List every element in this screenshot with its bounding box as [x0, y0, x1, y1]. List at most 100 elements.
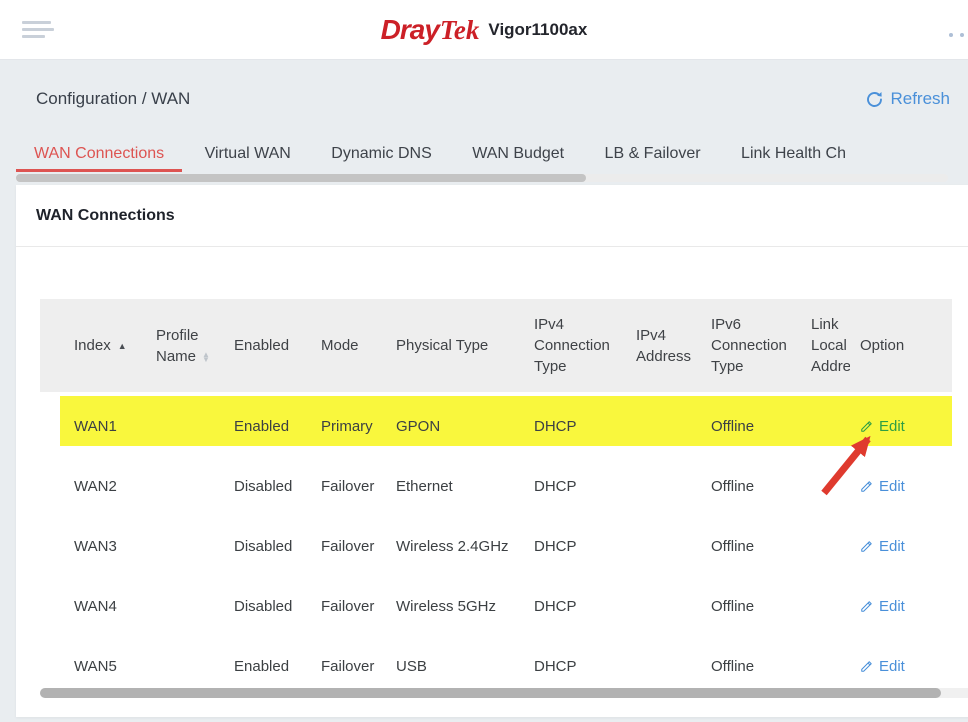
column-header-index[interactable]: Index ▲	[74, 337, 127, 354]
breadcrumb: Configuration / WAN	[36, 89, 191, 108]
tab-bar: WAN Connections Virtual WAN Dynamic DNS …	[16, 139, 880, 172]
cell-profile-name	[140, 576, 218, 636]
cell-physical-type: Wireless 5GHz	[396, 597, 497, 615]
wan5-edit-link[interactable]: Edit	[860, 658, 905, 675]
cell-ipv4-address	[620, 576, 695, 636]
sort-ascending-icon[interactable]: ▲	[117, 340, 127, 351]
cell-physical-type: USB	[396, 657, 427, 675]
device-model: Vigor1100ax	[488, 20, 588, 39]
cell-option: Edit	[850, 636, 952, 696]
edit-label: Edit	[879, 417, 905, 435]
refresh-label: Refresh	[890, 89, 950, 108]
wan1-edit-link[interactable]: Edit	[860, 418, 905, 435]
cell-physical-type: Ethernet	[396, 477, 453, 495]
cell-option: Edit	[850, 456, 952, 516]
cell-ipv4-connection-type: DHCP	[534, 477, 577, 495]
tabs-scrollbar-thumb[interactable]	[16, 174, 586, 182]
column-header-option: Option	[860, 337, 905, 354]
pencil-icon	[860, 479, 874, 493]
edit-label: Edit	[879, 597, 905, 615]
pencil-icon	[860, 419, 874, 433]
table-scrollbar-thumb[interactable]	[40, 688, 941, 698]
column-header-enabled: Enabled	[234, 337, 290, 354]
cell-mode: Primary	[321, 417, 373, 435]
cell-ipv6-connection-type: Offline	[711, 597, 755, 615]
cell-enabled: Disabled	[234, 477, 293, 495]
hamburger-menu-icon[interactable]	[22, 21, 54, 39]
table-row-wan1: WAN1 Enabled Primary GPON DHCP Offline E…	[40, 396, 952, 456]
cell-ipv6-connection-type: Offline	[711, 657, 755, 675]
cell-mode: Failover	[321, 477, 375, 495]
edit-label: Edit	[879, 477, 905, 495]
more-dots-icon[interactable]	[949, 33, 964, 37]
cell-ipv4-connection-type: DHCP	[534, 657, 577, 675]
breadcrumb-row: Configuration / WAN Refresh	[36, 84, 950, 114]
cell-physical-type: GPON	[396, 417, 441, 435]
cell-ipv6-connection-type: Offline	[711, 477, 755, 495]
pencil-icon	[860, 659, 874, 673]
wan1-highlight-annotation	[60, 396, 952, 446]
tabs-scrollbar-track[interactable]	[16, 174, 948, 182]
table-row-wan3: WAN3 Disabled Failover Wireless 2.4GHz D…	[40, 516, 952, 576]
cell-ipv6-connection-type: Offline	[711, 537, 755, 555]
edit-label: Edit	[879, 657, 905, 675]
tab-virtual-wan[interactable]: Virtual WAN	[204, 145, 291, 162]
cell-ipv4-address	[620, 636, 695, 696]
brand: Dray Tek Vigor1100ax	[0, 0, 968, 60]
table-row-wan2: WAN2 Disabled Failover Ethernet DHCP Off…	[40, 456, 952, 516]
cell-link-local-address	[795, 636, 850, 696]
wan3-edit-link[interactable]: Edit	[860, 538, 905, 555]
wan-connections-card: WAN Connections Index ▲ Profile Name ▲ ▼ E…	[16, 185, 968, 717]
cell-mode: Failover	[321, 657, 375, 675]
draytek-logo: Dray	[380, 14, 440, 45]
card-title: WAN Connections	[36, 206, 175, 224]
cell-ipv4-connection-type: DHCP	[534, 597, 577, 615]
tab-lb-failover[interactable]: LB & Failover	[604, 145, 701, 162]
column-header-physical-type: Physical Type	[396, 337, 489, 354]
column-header-profile-name[interactable]: Profile Name ▲ ▼	[156, 326, 210, 365]
cell-ipv4-address	[620, 456, 695, 516]
cell-index: WAN2	[74, 477, 117, 495]
column-header-mode: Mode	[321, 337, 359, 354]
cell-index: WAN3	[74, 537, 117, 555]
cell-link-local-address	[795, 396, 850, 456]
edit-label: Edit	[879, 537, 905, 555]
cell-enabled: Disabled	[234, 597, 293, 615]
cell-profile-name	[140, 516, 218, 576]
wan-table: Index ▲ Profile Name ▲ ▼ Enabled Mode Phys…	[40, 299, 952, 696]
tab-wan-budget[interactable]: WAN Budget	[472, 145, 565, 162]
column-header-ipv6-connection-type: IPv6 Connection Type	[711, 316, 787, 375]
cell-option: Edit	[850, 396, 952, 456]
draytek-logo-tek: Tek	[439, 14, 480, 45]
refresh-button[interactable]: Refresh	[865, 89, 950, 109]
card-header: WAN Connections	[16, 185, 968, 247]
pencil-icon	[860, 599, 874, 613]
cell-profile-name	[140, 396, 218, 456]
cell-profile-name	[140, 636, 218, 696]
cell-link-local-address	[795, 456, 850, 516]
column-header-link-local-address: Link Local Addre	[811, 316, 850, 375]
tab-wan-connections[interactable]: WAN Connections	[16, 139, 183, 172]
cell-mode: Failover	[321, 597, 375, 615]
pencil-icon	[860, 539, 874, 553]
cell-option: Edit	[850, 576, 952, 636]
table-header-row: Index ▲ Profile Name ▲ ▼ Enabled Mode Phys…	[40, 299, 952, 392]
cell-profile-name	[140, 456, 218, 516]
cell-link-local-address	[795, 576, 850, 636]
refresh-icon	[865, 90, 884, 109]
cell-ipv4-address	[620, 516, 695, 576]
cell-ipv6-connection-type: Offline	[711, 417, 755, 435]
cell-index: WAN1	[74, 417, 117, 435]
cell-ipv4-address	[620, 396, 695, 456]
sort-toggle-icon[interactable]: ▲ ▼	[202, 349, 210, 364]
tab-link-health-check[interactable]: Link Health Ch	[741, 145, 846, 162]
wan4-edit-link[interactable]: Edit	[860, 598, 905, 615]
cell-enabled: Enabled	[234, 417, 290, 435]
table-row-wan4: WAN4 Disabled Failover Wireless 5GHz DHC…	[40, 576, 952, 636]
column-header-ipv4-address: IPv4 Address	[636, 326, 692, 365]
cell-mode: Failover	[321, 537, 375, 555]
tab-dynamic-dns[interactable]: Dynamic DNS	[331, 145, 432, 162]
table-scrollbar-track[interactable]	[40, 688, 968, 698]
cell-physical-type: Wireless 2.4GHz	[396, 537, 509, 555]
wan2-edit-link[interactable]: Edit	[860, 478, 905, 495]
